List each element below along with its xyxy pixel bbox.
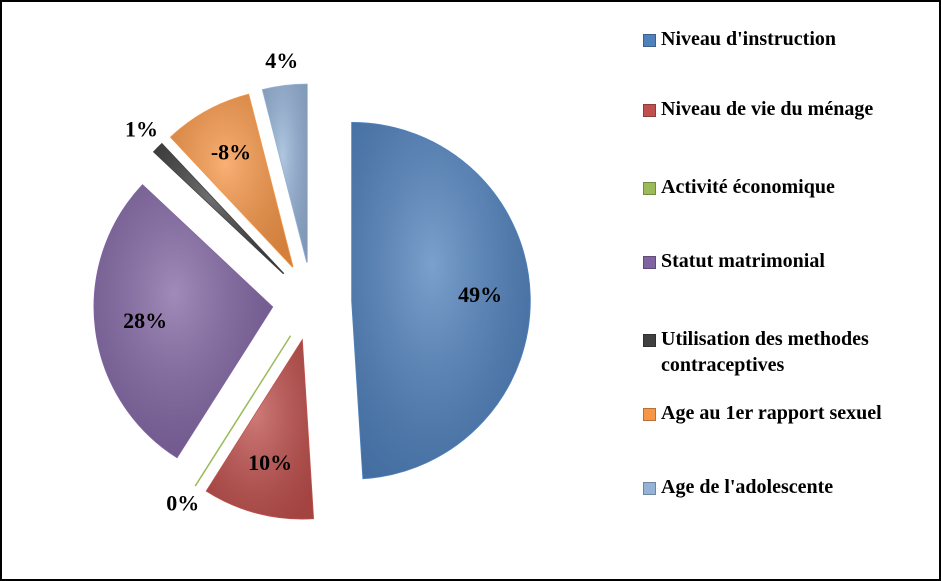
legend-swatch [643, 256, 656, 269]
legend-label: Niveau de vie du ménage [661, 98, 874, 120]
legend-entry: Niveau d'instruction [643, 26, 935, 52]
slice-shade [206, 340, 314, 519]
slice-shade [351, 122, 530, 479]
slice-shade [262, 84, 307, 263]
legend-label: Activité économique [661, 176, 835, 198]
legend-swatch [643, 104, 656, 117]
legend-label: Utilisation des methodes contraceptives [661, 328, 869, 376]
pie-area: 49% 10% 0% 28% 1% -8% 4% [93, 48, 531, 520]
slice-shade [153, 143, 284, 274]
legend-label: Niveau d'instruction [661, 28, 837, 50]
legend-entry: Age au 1er rapport sexuel [643, 400, 935, 426]
legend-entry: Age de l'adolescente [643, 474, 935, 500]
data-label: 1% [125, 117, 158, 142]
data-label: 49% [458, 282, 502, 307]
data-label: 28% [123, 308, 167, 333]
data-label: 10% [248, 450, 292, 475]
legend-label: Age au 1er rapport sexuel [661, 402, 882, 424]
legend-label: Age de l'adolescente [661, 476, 834, 498]
legend-swatch [643, 334, 656, 347]
legend-swatch [643, 34, 656, 47]
legend-entry: Niveau de vie du ménage [643, 96, 935, 122]
slice-shade [170, 94, 293, 267]
data-label: 4% [265, 48, 298, 73]
data-label: 0% [166, 491, 199, 516]
legend-swatch [643, 482, 656, 495]
data-label: -8% [211, 140, 251, 165]
legend-entry: Utilisation des methodes contraceptives [643, 326, 935, 378]
slice-shade [94, 185, 273, 458]
legend-label: Statut matrimonial [661, 250, 825, 272]
legend-swatch [643, 408, 656, 421]
legend-entry: Activité économique [643, 174, 935, 200]
legend-swatch [643, 182, 656, 195]
legend-entry: Statut matrimonial [643, 248, 935, 274]
